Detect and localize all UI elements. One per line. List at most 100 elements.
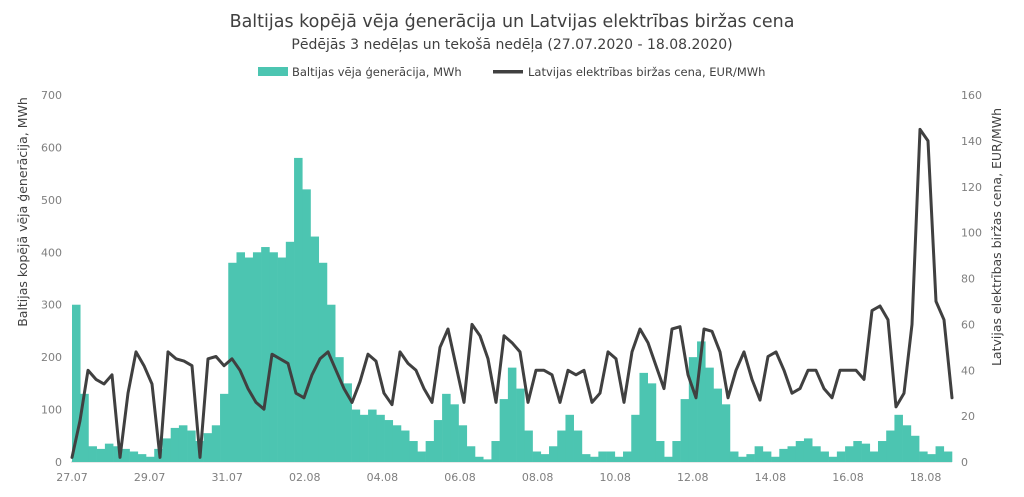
wind-bar [631, 414, 640, 462]
wind-bar [647, 383, 657, 462]
wind-bar [88, 446, 97, 462]
legend-wind-label: Baltijas vēja ģenerācija, MWh [292, 65, 462, 79]
wind-bar [400, 430, 410, 462]
x-tick-label: 02.08 [289, 471, 321, 484]
wind-bar [425, 441, 435, 462]
wind-bar [746, 454, 755, 462]
wind-bar [121, 448, 130, 462]
wind-bar [836, 451, 846, 462]
wind-bar [113, 446, 122, 462]
wind-bar [639, 372, 649, 462]
x-tick-label: 08.08 [522, 471, 554, 484]
right-tick-label: 80 [961, 273, 975, 286]
wind-bar [368, 409, 377, 462]
legend: Baltijas vēja ģenerācija, MWh Latvijas e… [258, 65, 765, 79]
wind-bar [721, 404, 731, 462]
left-tick-label: 100 [41, 404, 62, 417]
wind-bar [557, 430, 566, 462]
wind-bar [524, 430, 533, 462]
left-axis-label: Baltijas kopējā vēja ģenerācija, MWh [15, 97, 30, 327]
x-axis-ticks: 27.07 29.07 31.07 02.08 04.08 06.08 08.08 10.08… [56, 471, 941, 484]
wind-bar [877, 441, 887, 462]
right-tick-label: 0 [961, 456, 968, 469]
right-axis-ticks: 0 20 40 60 80 100 120 140 160 [961, 89, 982, 469]
wind-bar [935, 446, 945, 462]
legend-price-label: Latvijas elektrības biržas cena, EUR/MWh [528, 65, 765, 79]
wind-bar [129, 451, 139, 462]
wind-bar [220, 393, 229, 462]
wind-bar [828, 456, 838, 462]
wind-bar [738, 456, 747, 462]
wind-bar [104, 443, 114, 462]
left-tick-label: 500 [41, 194, 62, 207]
wind-bar [294, 157, 303, 462]
wind-bar [499, 399, 509, 462]
wind-bar [96, 448, 106, 462]
left-tick-label: 400 [41, 246, 62, 259]
wind-bar [326, 304, 336, 462]
right-tick-label: 60 [961, 318, 975, 331]
wind-bar [894, 414, 903, 462]
x-tick-label: 29.07 [134, 471, 166, 484]
wind-bar [590, 456, 599, 462]
wind-bar [483, 459, 492, 462]
wind-bar [549, 446, 558, 462]
legend-price-swatch [493, 70, 523, 74]
wind-bar [688, 357, 698, 462]
price-series-line [70, 127, 954, 459]
x-tick-label: 27.07 [56, 471, 88, 484]
x-tick-label: 14.08 [755, 471, 787, 484]
right-tick-label: 160 [961, 89, 982, 102]
wind-bar [187, 430, 196, 462]
wind-bar [244, 257, 254, 462]
wind-bar [450, 404, 459, 462]
wind-bar [729, 451, 739, 462]
wind-bar [466, 446, 476, 462]
wind-bar [318, 262, 328, 462]
wind-bar [80, 393, 89, 462]
wind-bar [919, 451, 928, 462]
wind-bar [812, 446, 821, 462]
wind-bar [861, 443, 871, 462]
wind-bar [507, 367, 517, 462]
wind-bar [236, 252, 246, 462]
wind-bar [762, 451, 772, 462]
wind-bar [433, 420, 443, 462]
wind-bar [359, 414, 369, 462]
right-tick-label: 120 [961, 181, 982, 194]
wind-bar [672, 441, 681, 462]
chart-subtitle: Pēdējās 3 nedēļas un tekošā nedēļa (27.0… [291, 37, 732, 53]
x-tick-label: 10.08 [599, 471, 631, 484]
x-tick-label: 12.08 [677, 471, 709, 484]
wind-bar [623, 451, 632, 462]
wind-bar [384, 420, 394, 462]
wind-bar [252, 252, 262, 462]
wind-bar [137, 454, 147, 462]
right-tick-label: 40 [961, 364, 975, 377]
left-tick-label: 200 [41, 351, 62, 364]
legend-wind-swatch [258, 67, 288, 76]
wind-bar [516, 388, 525, 462]
right-tick-label: 140 [961, 135, 982, 148]
wind-bar [565, 414, 574, 462]
wind-bar [72, 304, 81, 462]
left-tick-label: 0 [55, 456, 62, 469]
wind-bar [162, 438, 171, 462]
wind-bar [573, 430, 583, 462]
wind-bar [178, 425, 188, 462]
x-tick-label: 31.07 [211, 471, 243, 484]
right-tick-label: 100 [961, 227, 982, 240]
wind-bar [664, 456, 673, 462]
wind-bar [927, 454, 936, 462]
wind-bar [335, 357, 344, 462]
wind-bar [754, 446, 764, 462]
wind-bar [598, 451, 607, 462]
wind-bar [170, 427, 180, 462]
wind-bar [713, 388, 723, 462]
wind-bar [902, 425, 912, 462]
wind-bar [697, 341, 706, 462]
wind-bar [680, 399, 690, 462]
wind-bar [417, 451, 426, 462]
wind-bar [869, 451, 879, 462]
